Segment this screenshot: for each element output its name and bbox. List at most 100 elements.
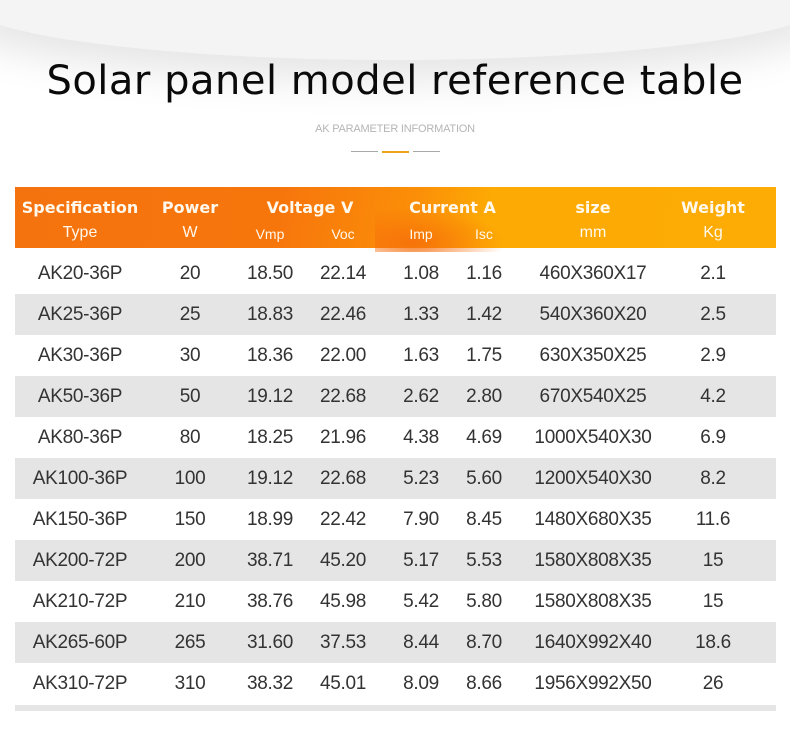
cell-imp: 2.62 bbox=[403, 386, 439, 407]
table-row: AK150-36P 150 18.99 22.42 7.90 8.45 1480… bbox=[15, 499, 776, 540]
subheader-kg: Kg bbox=[703, 224, 723, 241]
divider-dash-center bbox=[381, 150, 409, 153]
cell-weight: 15 bbox=[702, 550, 724, 571]
cell-imp: 5.17 bbox=[403, 550, 439, 571]
cell-size: 1580X808X35 bbox=[534, 550, 652, 571]
divider-dash-right bbox=[412, 151, 440, 152]
table-row: AK50-36P 50 19.12 22.68 2.62 2.80 670X54… bbox=[15, 376, 776, 417]
header-voltage: Voltage V bbox=[266, 198, 354, 217]
table-bottom-strip bbox=[15, 705, 776, 711]
cell-size: 540X360X20 bbox=[539, 304, 647, 325]
cell-isc: 1.16 bbox=[466, 263, 502, 284]
subheader-isc: Isc bbox=[475, 226, 493, 242]
cell-vmp: 18.83 bbox=[246, 304, 294, 325]
cell-power: 150 bbox=[174, 509, 206, 530]
cell-weight: 15 bbox=[702, 591, 724, 612]
page-title: Solar panel model reference table bbox=[46, 58, 744, 104]
table-header: Specification Power Voltage V Current A … bbox=[15, 187, 776, 252]
cell-power: 100 bbox=[174, 468, 206, 489]
cell-isc: 8.70 bbox=[466, 632, 502, 653]
table-row: AK25-36P 25 18.83 22.46 1.33 1.42 540X36… bbox=[15, 294, 776, 335]
cell-size: 1956X992X50 bbox=[534, 673, 652, 694]
cell-size: 630X350X25 bbox=[539, 345, 647, 366]
cell-voc: 22.46 bbox=[319, 304, 367, 325]
cell-voc: 22.42 bbox=[319, 509, 367, 530]
cell-power: 200 bbox=[174, 550, 206, 571]
cell-power: 20 bbox=[179, 263, 201, 284]
cell-size: 670X540X25 bbox=[539, 386, 647, 407]
solar-panel-table: Specification Power Voltage V Current A … bbox=[15, 187, 776, 711]
header-current: Current A bbox=[409, 198, 496, 217]
cell-vmp: 19.12 bbox=[246, 386, 294, 407]
cell-type: AK30-36P bbox=[37, 345, 123, 366]
header-power: Power bbox=[161, 198, 219, 217]
cell-size: 460X360X17 bbox=[539, 263, 647, 284]
cell-type: AK150-36P bbox=[32, 509, 128, 530]
cell-power: 265 bbox=[174, 632, 206, 653]
table-row: AK210-72P 210 38.76 45.98 5.42 5.80 1580… bbox=[15, 581, 776, 622]
cell-isc: 2.80 bbox=[466, 386, 502, 407]
cell-isc: 5.60 bbox=[466, 468, 502, 489]
cell-size: 1640X992X40 bbox=[534, 632, 652, 653]
cell-power: 25 bbox=[179, 304, 201, 325]
cell-voc: 45.20 bbox=[319, 550, 367, 571]
cell-size: 1480X680X35 bbox=[534, 509, 652, 530]
cell-isc: 5.53 bbox=[466, 550, 502, 571]
top-shadow-decoration bbox=[0, 0, 790, 60]
cell-imp: 7.90 bbox=[403, 509, 439, 530]
cell-power: 50 bbox=[179, 386, 201, 407]
cell-type: AK265-60P bbox=[32, 632, 128, 653]
table-body: AK20-36P 20 18.50 22.14 1.08 1.16 460X36… bbox=[15, 253, 776, 704]
title-divider bbox=[0, 150, 790, 153]
subheader-voc: Voc bbox=[331, 226, 355, 242]
subheader-vmp: Vmp bbox=[255, 226, 285, 242]
cell-isc: 8.45 bbox=[466, 509, 502, 530]
table-row: AK100-36P 100 19.12 22.68 5.23 5.60 1200… bbox=[15, 458, 776, 499]
cell-vmp: 18.25 bbox=[246, 427, 294, 448]
cell-weight: 26 bbox=[702, 673, 724, 694]
cell-weight: 2.5 bbox=[700, 304, 726, 325]
subheader-type: Type bbox=[62, 224, 98, 241]
cell-voc: 37.53 bbox=[319, 632, 367, 653]
cell-voc: 45.01 bbox=[319, 673, 367, 694]
cell-weight: 2.9 bbox=[700, 345, 726, 366]
cell-vmp: 38.76 bbox=[246, 591, 294, 612]
subheader-mm: mm bbox=[579, 224, 607, 241]
cell-weight: 8.2 bbox=[700, 468, 726, 489]
cell-isc: 1.42 bbox=[466, 304, 502, 325]
cell-imp: 5.42 bbox=[403, 591, 439, 612]
cell-power: 210 bbox=[174, 591, 206, 612]
cell-power: 30 bbox=[179, 345, 201, 366]
cell-voc: 22.68 bbox=[319, 386, 367, 407]
cell-imp: 1.63 bbox=[403, 345, 439, 366]
cell-type: AK200-72P bbox=[32, 550, 128, 571]
cell-type: AK25-36P bbox=[37, 304, 123, 325]
cell-type: AK50-36P bbox=[37, 386, 123, 407]
cell-voc: 21.96 bbox=[319, 427, 367, 448]
header-gradient-glow bbox=[375, 207, 505, 252]
cell-imp: 8.44 bbox=[403, 632, 439, 653]
table-row: AK20-36P 20 18.50 22.14 1.08 1.16 460X36… bbox=[15, 253, 776, 294]
header-specification: Specification bbox=[21, 198, 139, 217]
cell-vmp: 38.71 bbox=[246, 550, 294, 571]
cell-isc: 1.75 bbox=[466, 345, 502, 366]
cell-vmp: 18.36 bbox=[246, 345, 294, 366]
cell-size: 1200X540X30 bbox=[534, 468, 652, 489]
table-row: AK200-72P 200 38.71 45.20 5.17 5.53 1580… bbox=[15, 540, 776, 581]
table-row: AK265-60P 265 31.60 37.53 8.44 8.70 1640… bbox=[15, 622, 776, 663]
cell-vmp: 31.60 bbox=[246, 632, 294, 653]
cell-weight: 2.1 bbox=[700, 263, 726, 284]
cell-voc: 45.98 bbox=[319, 591, 367, 612]
cell-size: 1000X540X30 bbox=[534, 427, 652, 448]
cell-type: AK20-36P bbox=[37, 263, 123, 284]
cell-type: AK80-36P bbox=[37, 427, 123, 448]
cell-vmp: 38.32 bbox=[246, 673, 294, 694]
cell-isc: 8.66 bbox=[466, 673, 502, 694]
cell-voc: 22.00 bbox=[319, 345, 367, 366]
cell-type: AK100-36P bbox=[32, 468, 128, 489]
subheader-imp: Imp bbox=[409, 226, 433, 242]
cell-imp: 1.33 bbox=[403, 304, 439, 325]
cell-vmp: 18.50 bbox=[246, 263, 294, 284]
table-row: AK80-36P 80 18.25 21.96 4.38 4.69 1000X5… bbox=[15, 417, 776, 458]
cell-weight: 18.6 bbox=[695, 632, 731, 653]
